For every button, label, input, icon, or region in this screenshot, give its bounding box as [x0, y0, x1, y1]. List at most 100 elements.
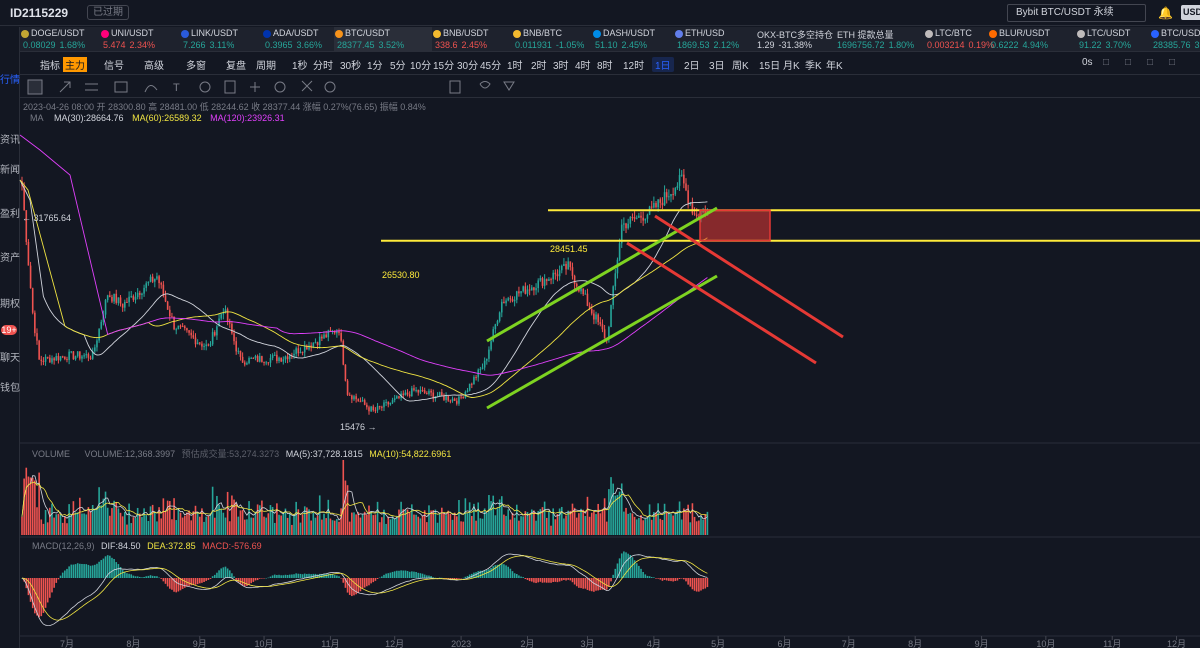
macd-bar	[672, 578, 674, 582]
macd-bar	[66, 568, 68, 578]
ticker-item[interactable]: UNI/USDT 5.474 2.34%	[100, 27, 180, 52]
toolbar-button[interactable]: 多窗	[186, 61, 206, 72]
macd-bar	[81, 563, 83, 578]
ticker-item[interactable]: ETH 提款总量 1696756.72 1.80%	[834, 27, 924, 52]
ma-prefix[interactable]: MA	[30, 113, 44, 123]
sidebar-item[interactable]: 盈利	[0, 209, 20, 220]
settings-icon[interactable]: □	[1147, 57, 1154, 68]
ticker-item[interactable]: LTC/USDT 91.22 3.70%	[1076, 27, 1150, 52]
volume-bar	[59, 514, 62, 535]
macd-name[interactable]: MACD(12,26,9)	[32, 541, 95, 551]
volume-bar	[588, 516, 591, 535]
interval-16[interactable]: 2日	[684, 61, 700, 72]
ticker-strip: DOGE/USDT 0.08029 1.68% UNI/USDT 5.474 2.34% L…	[20, 27, 1200, 52]
candle-body	[599, 322, 602, 325]
macd-bar	[316, 574, 319, 578]
macd-bar	[340, 578, 342, 579]
macd-bar	[267, 577, 270, 579]
interval-3[interactable]: 1分	[367, 61, 383, 72]
ticker-item[interactable]: DASH/USDT 51.10 2.45%	[592, 27, 674, 52]
interval-6[interactable]: 15分	[433, 61, 455, 72]
candle-body	[226, 309, 229, 322]
sidebar-item[interactable]: 聊天	[0, 353, 20, 364]
interval-9[interactable]: 1时	[507, 61, 523, 72]
camera-icon[interactable]: □	[1103, 57, 1110, 68]
drawing-tools[interactable]: T	[20, 76, 520, 98]
volume-bar	[610, 477, 612, 535]
bell-icon[interactable]: 🔔	[1158, 6, 1173, 20]
sidebar-item[interactable]: 新闻	[0, 165, 20, 176]
ticker-item[interactable]: ETH/USD 1869.53 2.12%	[674, 27, 754, 52]
macd-bar	[653, 577, 655, 578]
interval-11[interactable]: 3时	[553, 61, 569, 72]
candle-body	[507, 298, 510, 301]
sidebar-item[interactable]: 期权	[0, 299, 20, 310]
macd-bar	[355, 578, 357, 595]
interval-12[interactable]: 4时	[575, 61, 591, 72]
ticker-item[interactable]: BTC/USDT 28377.45 3.52%	[334, 27, 432, 52]
macd-bar	[224, 566, 227, 578]
sidebar-item[interactable]: 资讯	[0, 135, 20, 146]
volume-bar	[72, 501, 75, 535]
toolbar-button[interactable]: 高级	[144, 61, 164, 72]
layout-icon[interactable]: □	[1169, 57, 1176, 68]
search-input[interactable]: Bybit BTC/USDT 永续	[1007, 4, 1146, 22]
volume-bar	[483, 508, 486, 535]
sidebar-item[interactable]: 资产	[0, 253, 20, 264]
ticker-item[interactable]: ADA/USDT 0.3965 3.66%	[262, 27, 334, 52]
interval-4[interactable]: 5分	[390, 61, 406, 72]
sidebar-item[interactable]: 19+	[1, 325, 17, 335]
ticker-name: BLUR/USDT	[999, 28, 1051, 38]
interval-19[interactable]: 15日	[759, 61, 781, 72]
ticker-item[interactable]: OKX-BTC多空持仓 1.29 -31.38%	[754, 27, 834, 52]
macd-bar	[190, 578, 193, 586]
candle-body	[550, 279, 552, 281]
volume-bar	[597, 503, 599, 535]
ticker-name: BNB/USDT	[443, 28, 489, 38]
interval-2[interactable]: 30秒	[340, 61, 362, 72]
volume-bar	[558, 508, 561, 535]
volume-name[interactable]: VOLUME	[32, 449, 71, 459]
ticker-name: BTC/USDT	[345, 28, 390, 38]
volume-bar	[81, 513, 83, 535]
toolbar-button[interactable]: 信号	[104, 61, 124, 72]
interval-15[interactable]: 1日	[652, 57, 674, 72]
candle-body	[297, 348, 300, 354]
currency-button[interactable]: USD	[1181, 5, 1200, 20]
interval-5[interactable]: 10分	[410, 61, 432, 72]
interval-22[interactable]: 年K	[826, 61, 843, 72]
interval-8[interactable]: 45分	[480, 61, 502, 72]
ticker-item[interactable]: DOGE/USDT 0.08029 1.68%	[20, 27, 100, 52]
interval-14[interactable]: 12时	[623, 61, 645, 72]
interval-1[interactable]: 分时	[313, 61, 333, 72]
ticker-item[interactable]: LINK/USDT 7.266 3.11%	[180, 27, 262, 52]
fullscreen-icon[interactable]: □	[1125, 57, 1132, 68]
macd-bar	[74, 564, 77, 578]
toolbar-button[interactable]: 周期	[256, 61, 276, 72]
toolbar-button[interactable]: 复盘	[226, 61, 246, 72]
ticker-item[interactable]: BNB/BTC 0.011931 -1.05%	[512, 27, 592, 52]
macd-bar	[130, 574, 133, 578]
ticker-item[interactable]: LTC/BTC 0.003214 0.19%	[924, 27, 994, 52]
interval-0[interactable]: 1秒	[292, 61, 308, 72]
interval-10[interactable]: 2时	[531, 61, 547, 72]
interval-17[interactable]: 3日	[709, 61, 725, 72]
toolbar-button[interactable]: 主力	[63, 57, 87, 72]
volume-bar	[695, 521, 698, 535]
macd-bar	[246, 578, 248, 586]
interval-7[interactable]: 30分	[457, 61, 479, 72]
ticker-item[interactable]: BLUR/USDT 0.6222 4.94%	[988, 27, 1076, 52]
interval-18[interactable]: 周K	[732, 61, 749, 72]
interval-13[interactable]: 8时	[597, 61, 613, 72]
sidebar-item[interactable]: 钱包	[0, 383, 20, 394]
candle-body	[368, 407, 370, 412]
interval-21[interactable]: 季K	[805, 61, 822, 72]
sidebar-item[interactable]: 行情	[0, 75, 20, 86]
macd-bar	[282, 575, 285, 578]
ticker-item[interactable]: BNB/USDT 338.6 2.45%	[432, 27, 512, 52]
interval-20[interactable]: 月K	[783, 61, 800, 72]
ticker-item[interactable]: BTC/USDT 28385.763.5	[1150, 27, 1200, 52]
toolbar-button[interactable]: 指标	[40, 61, 60, 72]
volume-bar	[670, 513, 672, 535]
volume-bar	[149, 506, 152, 535]
